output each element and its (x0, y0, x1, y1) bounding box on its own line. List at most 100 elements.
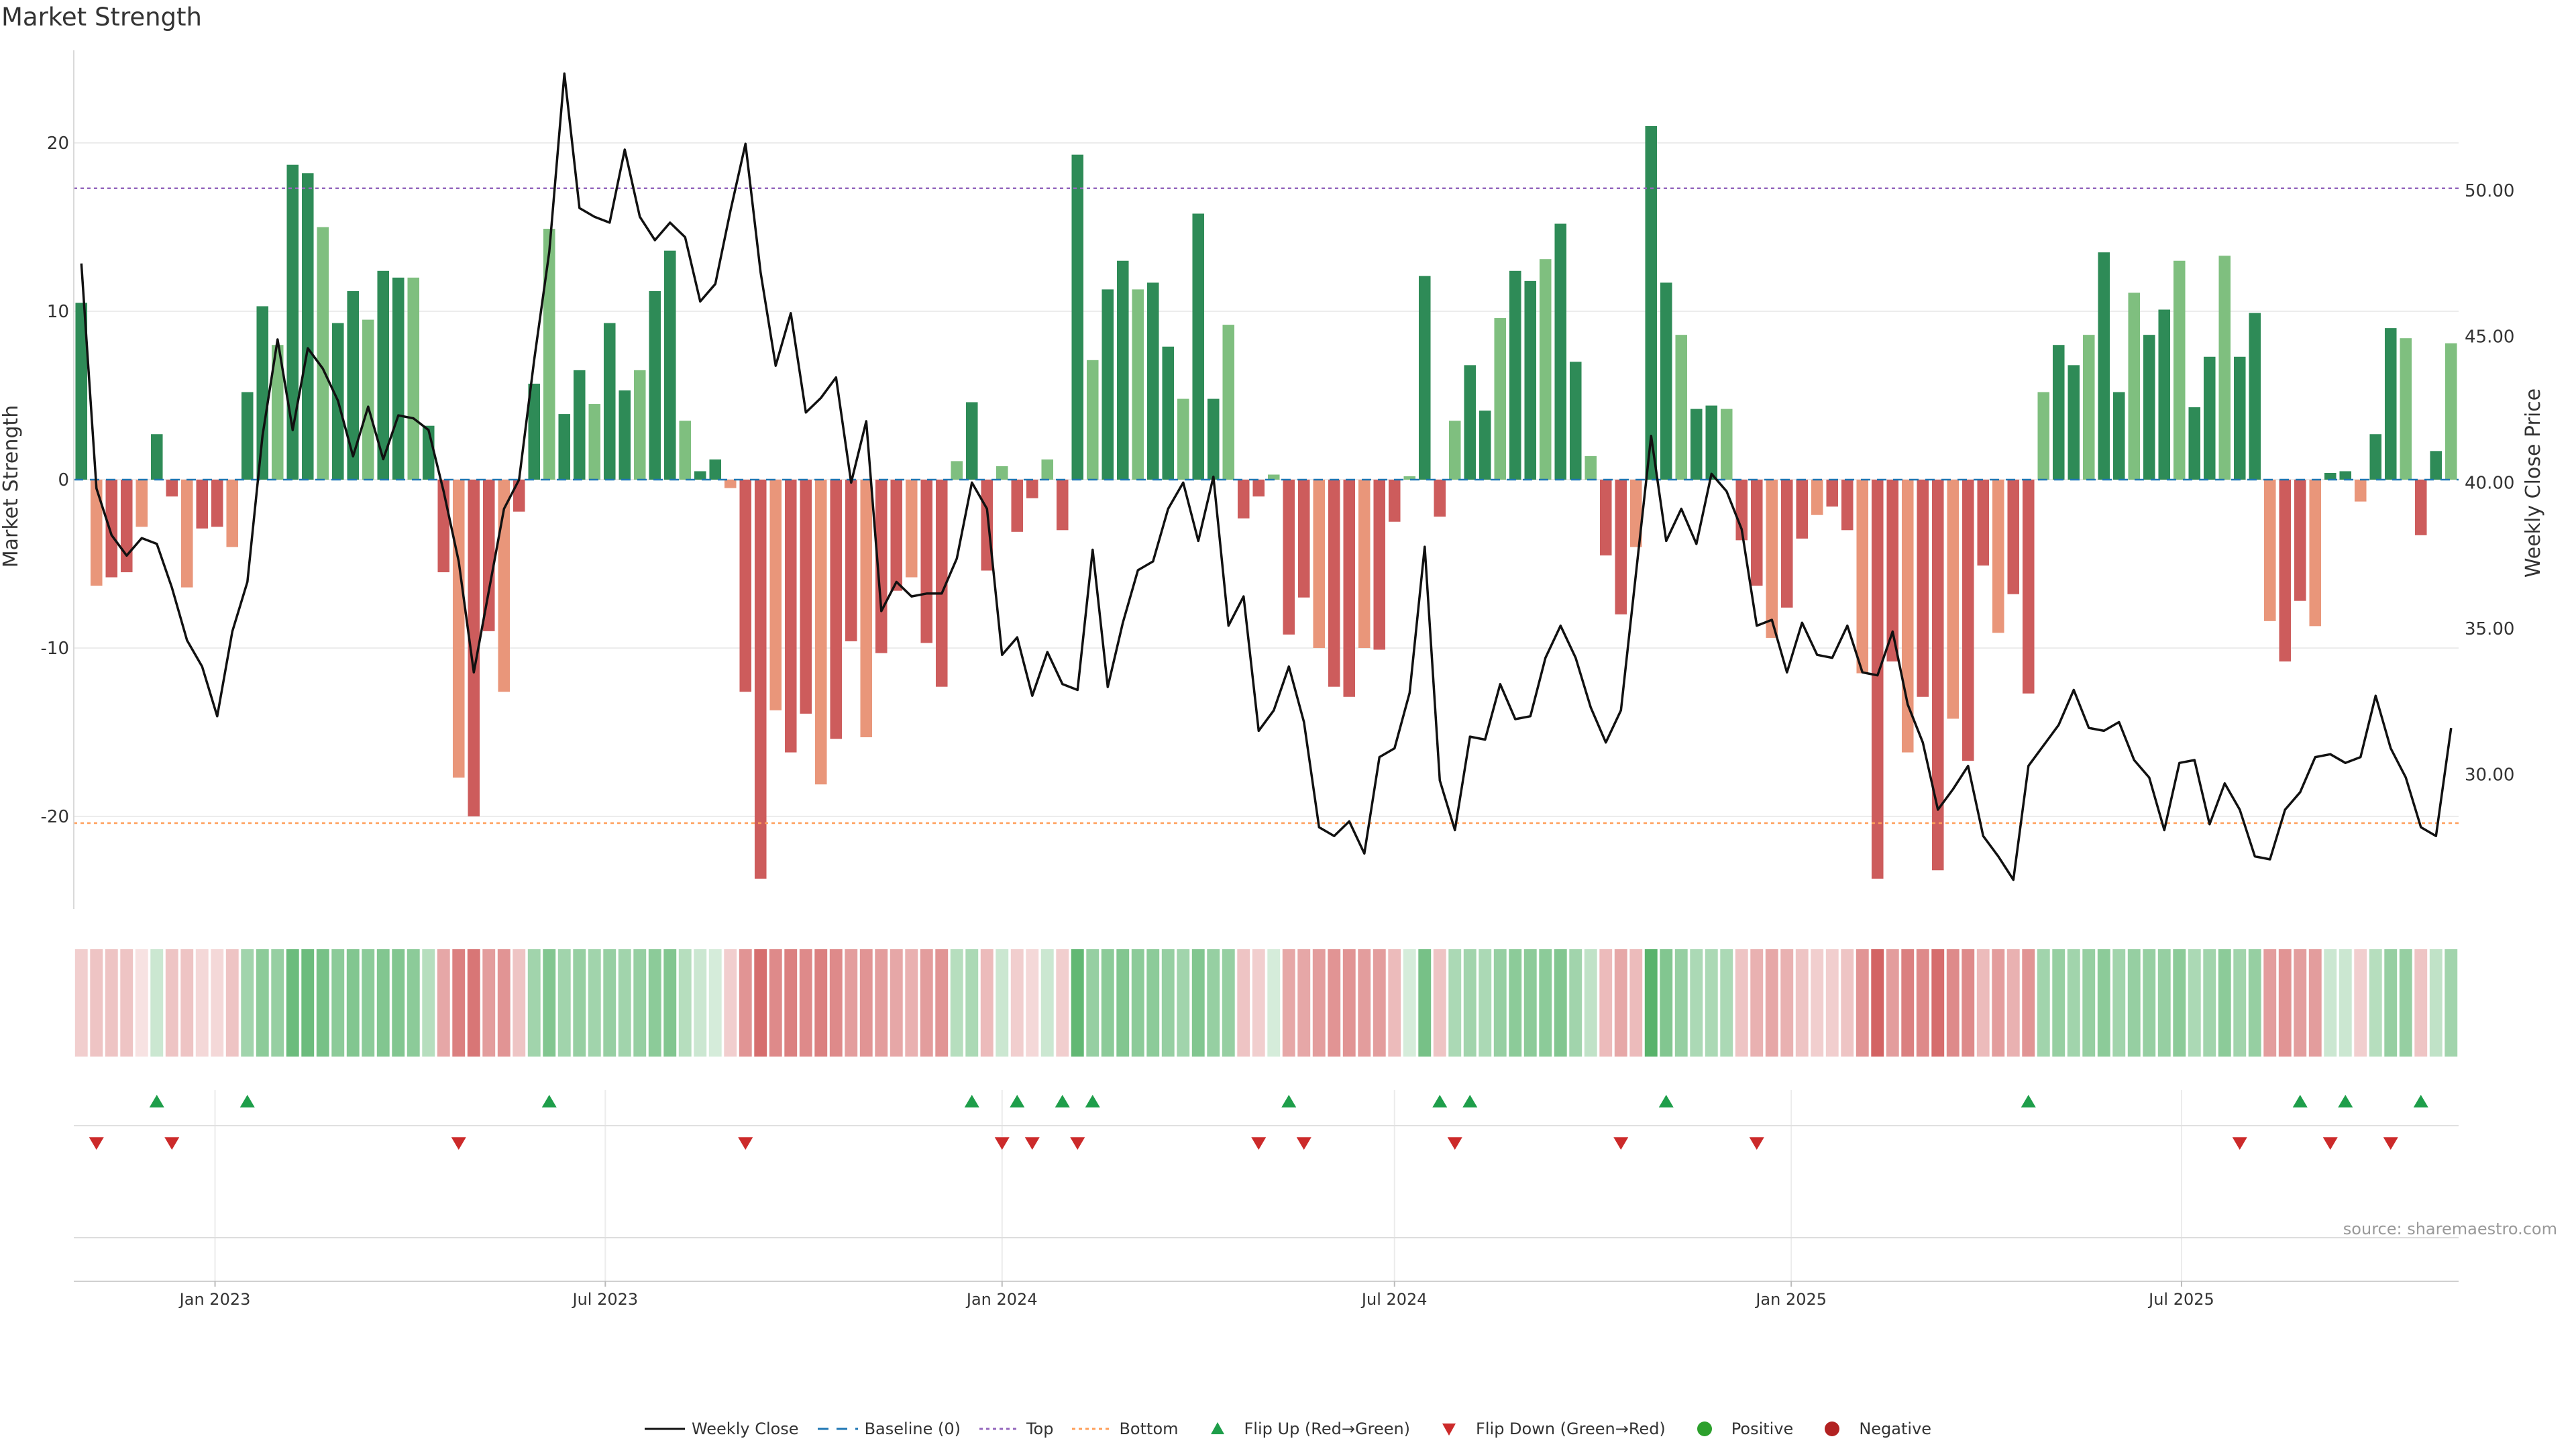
heat-cell (1750, 949, 1764, 1057)
strength-bar (1796, 480, 1809, 539)
heat-cell (1614, 949, 1627, 1057)
strength-bar (739, 480, 752, 692)
strength-bar (1599, 480, 1612, 555)
heat-cell (482, 949, 496, 1057)
legend: Weekly Close Baseline (0) Top Bottom Flip Up… (0, 1419, 2576, 1438)
strength-bar (166, 480, 178, 497)
legend-item-flip_down: Flip Down (Green→Red) (1429, 1419, 1666, 1438)
strength-bar (1660, 282, 1672, 480)
strength-bar (1509, 270, 1521, 480)
legend-label: Weekly Close (691, 1419, 799, 1438)
heat-cell (1086, 949, 1099, 1057)
strength-bar (2158, 309, 2171, 480)
flip-up-marker (2413, 1095, 2428, 1108)
strength-bar (784, 480, 797, 753)
strength-bar (2324, 472, 2337, 480)
heat-cell (392, 949, 405, 1057)
heat-cell (663, 949, 677, 1057)
heat-cell (754, 949, 767, 1057)
heat-cell (1177, 949, 1190, 1057)
strength-bar (2068, 365, 2080, 480)
strength-bar (136, 480, 148, 527)
strength-bar (75, 303, 88, 480)
strength-bar (558, 414, 571, 480)
strength-bar (1297, 480, 1310, 598)
heat-cell (2414, 949, 2428, 1057)
heat-cell (376, 949, 390, 1057)
flip-down-marker (89, 1137, 104, 1150)
flip-up-marker (1055, 1095, 1070, 1108)
heat-cell (2188, 949, 2201, 1057)
heat-cell (1962, 949, 1975, 1057)
legend-mark-flip_down (1442, 1424, 1456, 1436)
strength-bar (619, 390, 631, 480)
strength-bar (1313, 480, 1326, 648)
heat-cell (1493, 949, 1507, 1057)
heat-cell (2022, 949, 2035, 1057)
strength-bar (1388, 480, 1401, 522)
heat-cell (1992, 949, 2005, 1057)
heat-cell (1388, 949, 1401, 1057)
heat-cell (1886, 949, 1899, 1057)
heat-cell (1523, 949, 1537, 1057)
strength-bar (196, 480, 209, 529)
strength-bar (2112, 392, 2125, 480)
heat-cell (1146, 949, 1160, 1057)
strength-bar (2128, 292, 2141, 480)
heat-cell (633, 949, 647, 1057)
strength-bar (649, 290, 661, 480)
strength-bar (573, 370, 586, 480)
strength-bar (2143, 335, 2155, 480)
heat-cell (1584, 949, 1597, 1057)
strength-bar (920, 480, 933, 643)
strength-bar (2007, 480, 2020, 594)
strength-bar (1705, 405, 1718, 480)
strength-bar (679, 421, 692, 480)
heat-cell (407, 949, 420, 1057)
strength-bar (875, 480, 888, 653)
flip-up-marker (1432, 1095, 1448, 1108)
heat-cell (1222, 949, 1235, 1057)
y-tick-label: 0 (58, 470, 69, 490)
strength-bar (800, 480, 812, 714)
strength-bars (75, 125, 2457, 879)
strength-bar (1056, 480, 1069, 531)
legend-item-negative: Negative (1812, 1419, 1931, 1438)
flip-up-marker (1281, 1095, 1297, 1108)
strength-bar (769, 480, 782, 710)
flip-down-marker (451, 1137, 466, 1150)
strength-bar (1720, 409, 1733, 480)
legend-item-line: Weekly Close (644, 1419, 799, 1438)
strength-bar (1026, 480, 1038, 498)
strength-bar (2400, 338, 2412, 480)
heat-cell (2445, 949, 2458, 1057)
heat-cell (2173, 949, 2186, 1057)
heat-cell (1811, 949, 1824, 1057)
strength-bar (2430, 451, 2443, 480)
legend-swatch-bottom (1072, 1428, 1113, 1430)
flip-up-marker (2292, 1095, 2308, 1108)
heat-cell (799, 949, 812, 1057)
heat-cell (648, 949, 661, 1057)
strength-bar (2445, 343, 2457, 480)
heat-cell (271, 949, 284, 1057)
flip-down-marker (2383, 1137, 2398, 1150)
strength-bar (1146, 282, 1159, 480)
y-tick-label: -20 (41, 807, 69, 827)
heat-cell (74, 949, 88, 1057)
strength-bar (347, 290, 360, 480)
legend-swatch-positive (1697, 1421, 1712, 1436)
strength-bar (1464, 365, 1477, 480)
strength-bar (1931, 480, 1944, 871)
heat-cell (2354, 949, 2367, 1057)
heat-cell (2143, 949, 2156, 1057)
strength-bar (1886, 480, 1899, 662)
heat-cell (2127, 949, 2141, 1057)
heat-cell (452, 949, 466, 1057)
heat-cell (1010, 949, 1024, 1057)
strength-bar (1102, 289, 1114, 480)
heat-cell (678, 949, 692, 1057)
heat-cell (1282, 949, 1295, 1057)
flip-up-marker (2338, 1095, 2353, 1108)
